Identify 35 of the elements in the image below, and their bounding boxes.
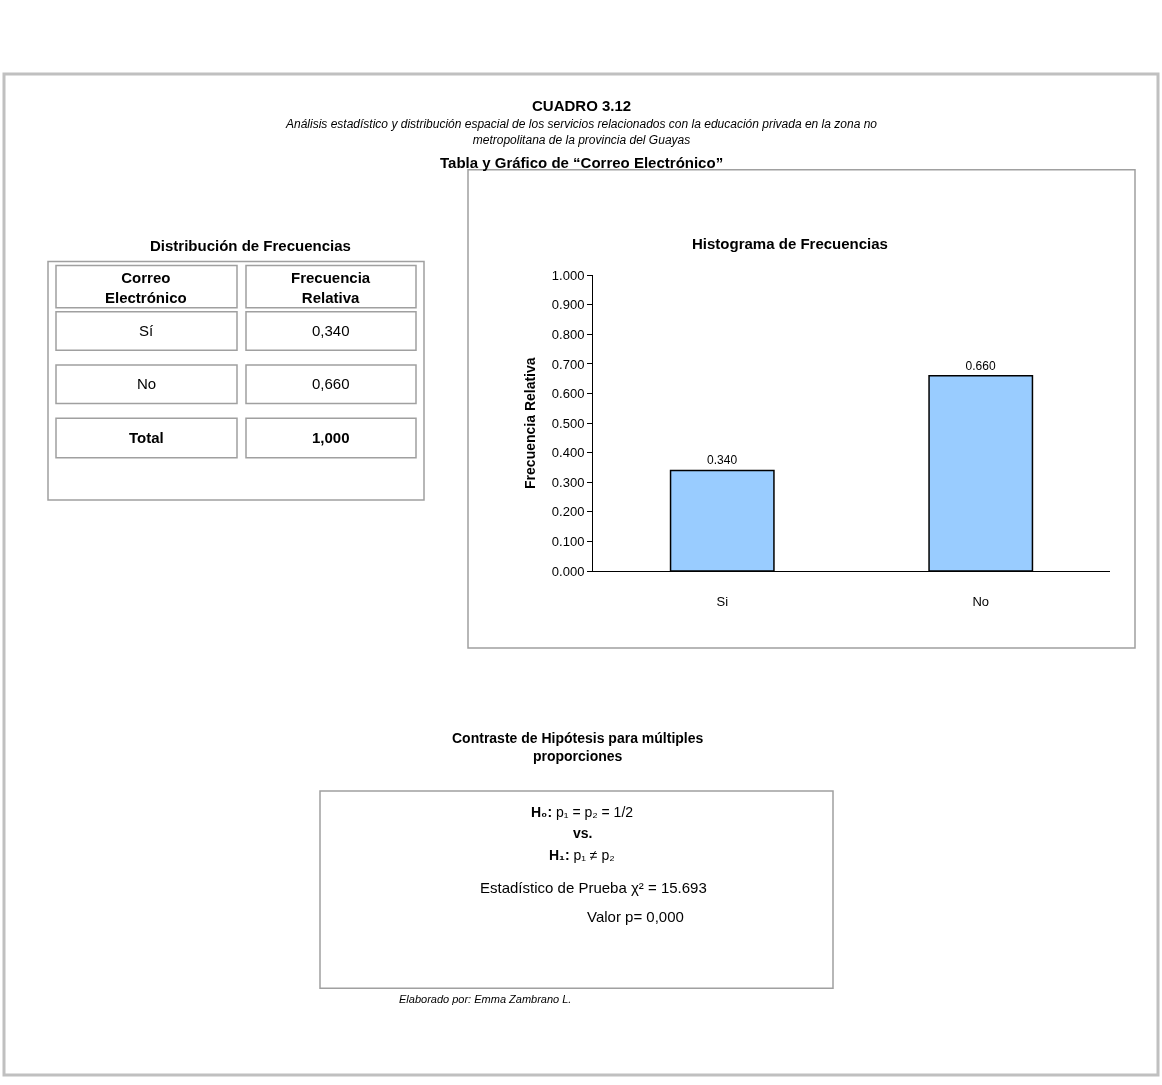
x-tick-label: Si [716, 593, 729, 609]
text: H₀: p₁ = p₂ = 1/2 [531, 804, 634, 820]
y-tick-label: 0.000 [551, 563, 585, 579]
text: CUADRO 3.12 [532, 97, 632, 114]
text: Elaborado por: Emma Zambrano L. [399, 993, 572, 1005]
text: No [137, 375, 157, 392]
text: Estadístico de Prueba χ² = 15.693 [480, 879, 707, 896]
y-tick-label: 0.600 [551, 386, 585, 402]
text: Tabla y Gráfico de “Correo Electrónico” [440, 154, 724, 171]
text: Valor p= 0,000 [587, 908, 684, 925]
chart-title: Histograma de Frecuencias [692, 234, 888, 252]
text: Correo Electrónico [105, 269, 187, 306]
text: Distribución de Frecuencias [150, 237, 351, 254]
text: H₁: p₁ ≠ p₂ [549, 847, 615, 863]
text: Frecuencia Relativa [291, 269, 371, 306]
y-tick-label: 0.500 [551, 415, 585, 431]
text: 0,340 [312, 322, 350, 339]
data-label: 0.340 [707, 453, 738, 468]
data-label: 0.660 [965, 358, 996, 373]
y-tick-label: 0.400 [551, 445, 585, 461]
text: 0,660 [312, 375, 350, 392]
text: Contraste de Hipótesis para múltiples proporciones [452, 730, 704, 765]
text: Sí [139, 322, 154, 339]
y-tick-label: 0.200 [551, 504, 585, 520]
y-tick-label: 0.700 [551, 356, 585, 372]
y-tick-label: 0.900 [551, 297, 585, 313]
y-tick-label: 0.300 [551, 474, 585, 490]
y-tick-label: 1.000 [551, 267, 585, 283]
text: 1,000 [312, 429, 350, 446]
text: vs. [573, 825, 593, 841]
text: Análisis estadístico y distribución espacial de los servicios relacionados con la educación privada en la zona no metropolitana de la provincia del Guayas [285, 117, 878, 147]
text: Total [129, 429, 164, 446]
y-tick-label: 0.100 [551, 534, 585, 550]
y-tick-label: 0.800 [551, 326, 585, 342]
y-axis-title: Frecuencia Relativa [522, 357, 539, 489]
